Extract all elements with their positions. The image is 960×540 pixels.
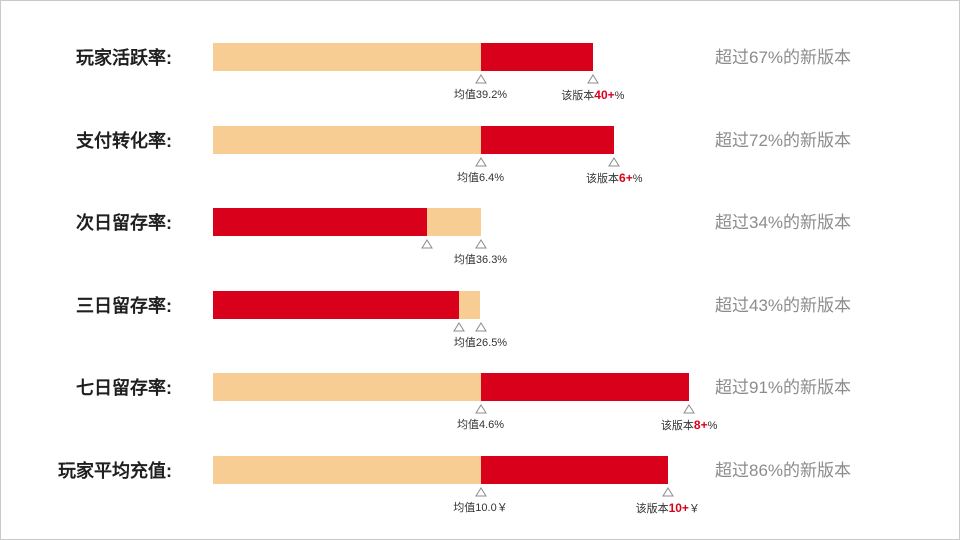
- metric-label: 三日留存率:: [76, 296, 172, 316]
- comparison-text: 超过86%的新版本: [715, 461, 852, 480]
- marker-triangle-icon: [474, 487, 487, 497]
- metric-row: 玩家活跃率: 均值39.2% 该版本40+% 超过67%的新版本: [0, 43, 960, 123]
- version-label-value: 6+: [619, 171, 633, 185]
- bar-version-segment: [480, 126, 615, 154]
- metric-row: 次日留存率: 均值36.3% 超过34%的新版本: [0, 208, 960, 288]
- bar-version-segment: [480, 456, 668, 484]
- marker-triangle-icon: [474, 404, 487, 414]
- comparison-text: 超过34%的新版本: [715, 213, 852, 232]
- metric-row: 玩家平均充值: 均值10.0￥ 该版本10+￥ 超过86%的新版本: [0, 456, 960, 536]
- average-label: 均值4.6%: [456, 419, 505, 431]
- marker-triangle-icon: [474, 74, 487, 84]
- average-label: 均值10.0￥: [453, 502, 508, 514]
- average-label: 均值39.2%: [453, 89, 508, 101]
- bar-track: 均值6.4% 该版本6+%: [213, 126, 748, 185]
- average-label: 均值6.4%: [456, 172, 505, 184]
- version-label-value: 10+: [668, 501, 689, 515]
- metric-label: 玩家活跃率:: [76, 48, 172, 68]
- comparison-text: 超过67%的新版本: [715, 48, 852, 67]
- marker-triangle-icon: [683, 404, 696, 414]
- bar-track: 均值10.0￥ 该版本10+￥: [213, 456, 748, 515]
- average-label: 均值36.3%: [453, 254, 508, 266]
- bar-version-segment: [213, 208, 427, 236]
- version-label: 该版本6+%: [586, 171, 642, 186]
- version-label-value: 40+: [594, 88, 615, 102]
- version-label-suffix: ￥: [688, 503, 700, 515]
- comparison-text: 超过91%的新版本: [715, 378, 852, 397]
- metric-row: 三日留存率: 均值26.5% 超过43%的新版本: [0, 291, 960, 371]
- bar-version-segment: [480, 373, 690, 401]
- version-label: 该版本8+%: [661, 418, 717, 433]
- marker-triangle-icon: [421, 239, 433, 249]
- average-label: 均值26.5%: [453, 337, 508, 349]
- metric-label: 次日留存率:: [76, 213, 172, 233]
- bar-average-segment: [427, 208, 481, 236]
- version-label-suffix: %: [632, 173, 643, 185]
- version-label-prefix: 该版本: [561, 90, 595, 102]
- version-label-suffix: %: [707, 420, 718, 432]
- bar-average-segment: [213, 126, 481, 154]
- metric-row: 七日留存率: 均值4.6% 该版本8+% 超过91%的新版本: [0, 373, 960, 453]
- version-label-prefix: 该版本: [635, 503, 669, 515]
- marker-triangle-icon: [586, 74, 599, 84]
- metric-row: 支付转化率: 均值6.4% 该版本6+% 超过72%的新版本: [0, 126, 960, 206]
- version-label-suffix: %: [614, 90, 625, 102]
- bar-track: 均值4.6% 该版本8+%: [213, 373, 748, 432]
- marker-triangle-icon: [474, 157, 487, 167]
- marker-triangle-icon: [453, 322, 465, 332]
- version-label-value: 8+: [693, 418, 708, 432]
- marker-triangle-icon: [474, 322, 487, 332]
- bar-average-segment: [213, 43, 481, 71]
- comparison-text: 超过43%的新版本: [715, 296, 852, 315]
- bar-average-segment: [459, 291, 481, 319]
- bar-track: 均值36.3%: [213, 208, 748, 266]
- bar-track: 均值26.5%: [213, 291, 748, 349]
- marker-triangle-icon: [608, 157, 621, 167]
- version-label: 该版本40+%: [561, 88, 624, 103]
- bar-version-segment: [213, 291, 460, 319]
- version-label: 该版本10+￥: [636, 501, 700, 516]
- bar-track: 均值39.2% 该版本40+%: [213, 43, 748, 102]
- comparison-text: 超过72%的新版本: [715, 131, 852, 150]
- marker-triangle-icon: [474, 239, 487, 249]
- bar-version-segment: [480, 43, 593, 71]
- bar-average-segment: [213, 373, 481, 401]
- version-label-prefix: 该版本: [660, 420, 694, 432]
- marker-triangle-icon: [661, 487, 674, 497]
- metric-label: 支付转化率:: [76, 131, 172, 151]
- bar-average-segment: [213, 456, 481, 484]
- metric-label: 玩家平均充值:: [58, 461, 172, 481]
- metric-label: 七日留存率:: [76, 378, 172, 398]
- version-label-prefix: 该版本: [586, 173, 620, 185]
